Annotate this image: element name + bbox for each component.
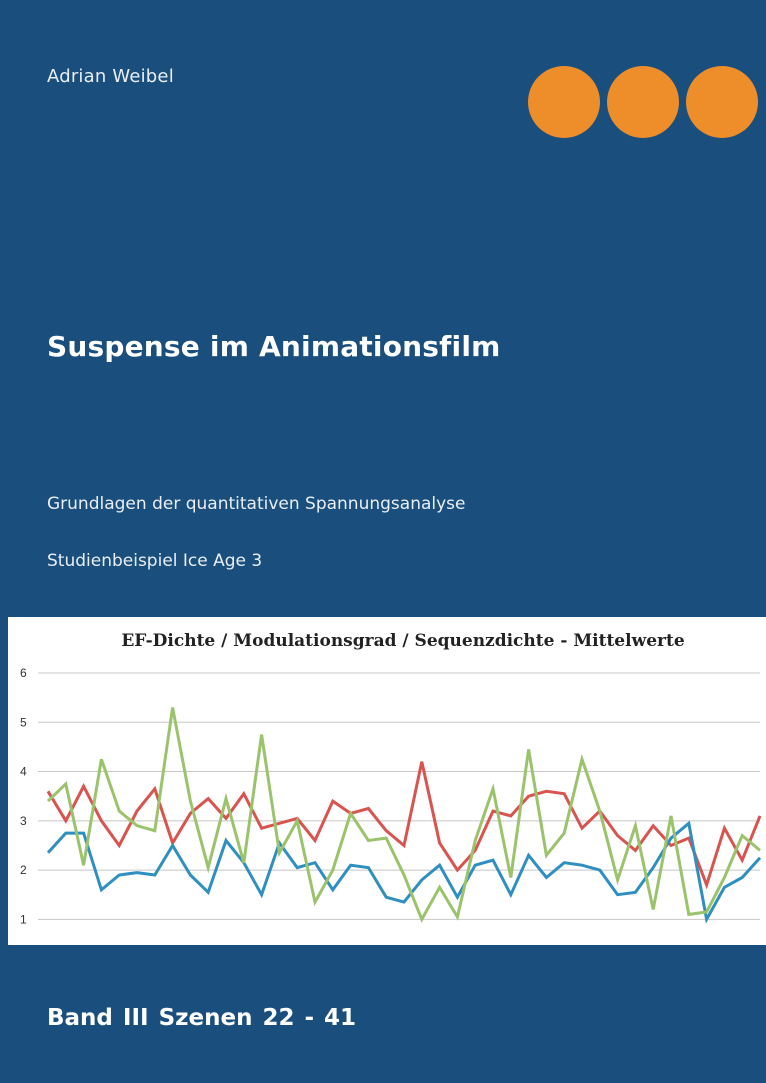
volume-label: Band III Szenen 22 - 41 xyxy=(47,1005,357,1031)
author-name: Adrian Weibel xyxy=(47,66,174,87)
chart-title: EF-Dichte / Modulationsgrad / Sequenzdic… xyxy=(121,631,685,651)
series-line-1 xyxy=(46,761,762,890)
y-tick-label: 2 xyxy=(20,863,27,877)
line-chart: 1 2 3 4 5 6 xyxy=(20,666,762,926)
orange-dot-1 xyxy=(528,66,600,138)
series-line-2 xyxy=(46,820,762,924)
y-tick-label: 4 xyxy=(20,765,27,779)
y-tick-label: 5 xyxy=(20,715,27,729)
book-subtitle: Grundlagen der quantitativen Spannungsan… xyxy=(47,494,466,514)
series-line-3 xyxy=(46,707,761,923)
y-tick-label: 3 xyxy=(20,814,27,828)
orange-dot-3 xyxy=(686,66,758,138)
y-tick-label: 6 xyxy=(20,666,27,680)
orange-dot-2 xyxy=(607,66,679,138)
chart-panel: EF-Dichte / Modulationsgrad / Sequenzdic… xyxy=(8,617,766,945)
study-example: Studienbeispiel Ice Age 3 xyxy=(47,551,263,571)
y-tick-label: 1 xyxy=(20,912,27,926)
book-title: Suspense im Animationsfilm xyxy=(47,330,501,363)
